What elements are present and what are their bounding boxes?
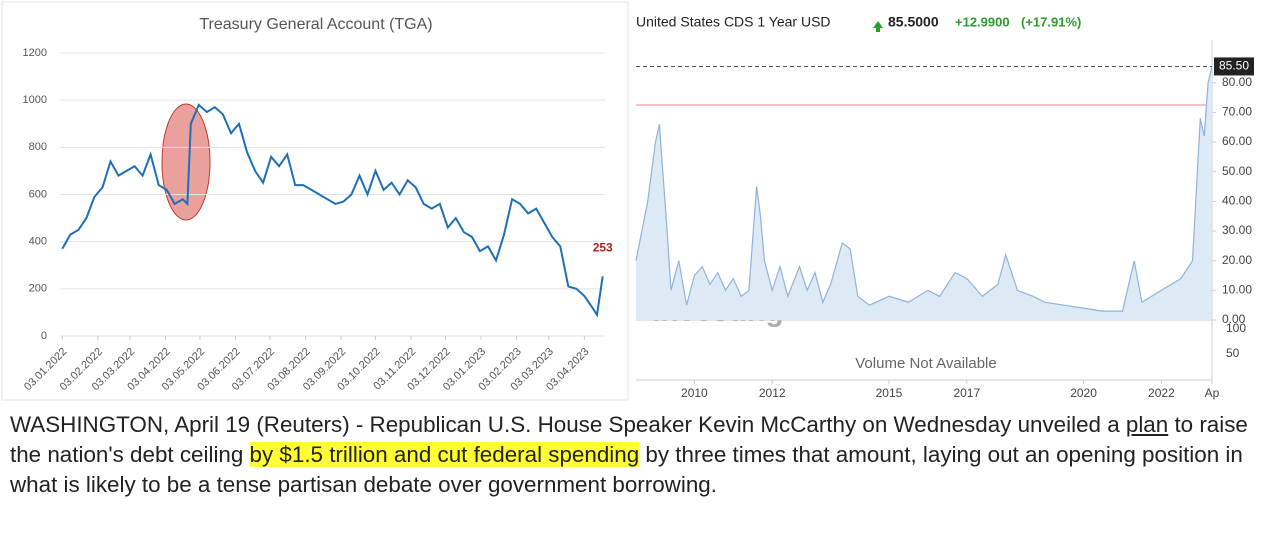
up-arrow xyxy=(873,21,883,32)
y-tick-label: 80.00 xyxy=(1222,75,1252,89)
chart-border xyxy=(1,1,629,401)
text: WASHINGTON, April 19 (Reuters) - Republi… xyxy=(10,412,1126,437)
y-tick-label: 0 xyxy=(41,330,47,342)
y-tick-label: 50.00 xyxy=(1222,164,1252,178)
text: to raise the nation's debt ceiling xyxy=(10,412,1248,467)
highlighted-text: by $1.5 trillion and cut federal spendin… xyxy=(249,442,640,467)
cds-title: United States CDS 1 Year USD xyxy=(636,14,831,30)
x-tick-label: 2012 xyxy=(759,386,786,400)
change: +12.9900 xyxy=(955,14,1010,29)
volume-tick-label: 50 xyxy=(1226,346,1240,360)
x-tick-label: 2015 xyxy=(876,386,903,400)
article: WASHINGTON, April 19 (Reuters) - Republi… xyxy=(10,410,1272,500)
x-tick-label: 2020 xyxy=(1070,386,1097,400)
charts: Treasury General Account (TGA) United St… xyxy=(1,1,1254,401)
change-pct: (+17.91%) xyxy=(1021,14,1081,29)
data-label: 253 xyxy=(593,241,613,255)
y-tick-label: 10.00 xyxy=(1222,283,1252,297)
x-tick-label: Ap xyxy=(1205,386,1220,400)
y-tick-label: 1200 xyxy=(23,47,47,59)
x-tick-label: 2010 xyxy=(681,386,708,400)
y-tick-label: 30.00 xyxy=(1222,223,1252,237)
last-price: 85.5000 xyxy=(888,14,939,30)
volume-text: Volume Not Available xyxy=(855,355,996,372)
x-tick-label: 2017 xyxy=(953,386,980,400)
text: plan xyxy=(1125,412,1169,437)
y-tick-label: 400 xyxy=(29,236,47,248)
tga-line xyxy=(61,103,604,318)
text: by three times that amount, laying out a… xyxy=(10,442,1243,497)
y-tick-label: 40.00 xyxy=(1222,194,1252,208)
y-tick-label: 1000 xyxy=(23,94,47,106)
y-tick-label: 200 xyxy=(29,283,47,295)
volume-tick-label: 100 xyxy=(1226,321,1246,335)
price-box xyxy=(1214,57,1254,76)
highlight-ellipse xyxy=(161,103,211,221)
price-label: 85.50 xyxy=(1219,59,1249,73)
y-tick-label: 600 xyxy=(29,188,47,200)
y-tick-label: 70.00 xyxy=(1222,105,1252,119)
x-tick-label: 2022 xyxy=(1148,386,1175,400)
y-tick-label: 0.00 xyxy=(1222,312,1246,326)
y-tick-label: 800 xyxy=(29,141,47,153)
chart-title: Treasury General Account (TGA) xyxy=(199,16,432,33)
cds-line xyxy=(635,66,1213,312)
y-tick-label: 20.00 xyxy=(1222,253,1252,267)
y-tick-label: 60.00 xyxy=(1222,134,1252,148)
